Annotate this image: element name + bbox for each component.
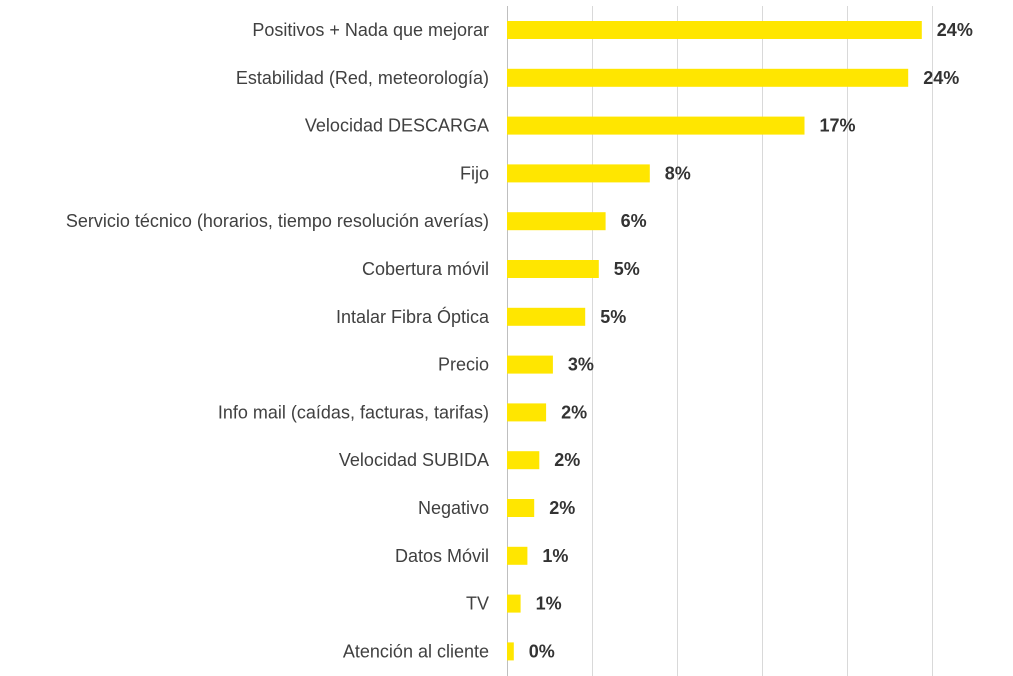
bar bbox=[507, 116, 805, 135]
data-label: 5% bbox=[600, 307, 626, 327]
data-label: 6% bbox=[621, 211, 647, 231]
bar bbox=[507, 307, 586, 326]
data-label: 8% bbox=[665, 163, 691, 183]
bar bbox=[507, 499, 535, 517]
category-label: Cobertura móvil bbox=[362, 259, 489, 279]
bar bbox=[507, 594, 521, 613]
category-label: Fijo bbox=[460, 163, 489, 183]
category-label: Intalar Fibra Óptica bbox=[336, 306, 490, 327]
data-label: 0% bbox=[529, 641, 555, 661]
category-label: Velocidad SUBIDA bbox=[339, 450, 489, 470]
data-label: 2% bbox=[561, 402, 587, 422]
category-label: Atención al cliente bbox=[343, 641, 489, 661]
category-label: Servicio técnico (horarios, tiempo resol… bbox=[66, 211, 489, 231]
bar bbox=[507, 212, 606, 231]
data-label: 17% bbox=[820, 116, 856, 136]
category-label: Info mail (caídas, facturas, tarifas) bbox=[218, 402, 489, 422]
data-label: 24% bbox=[923, 68, 959, 88]
data-label: 3% bbox=[568, 355, 594, 375]
data-label: 2% bbox=[549, 498, 575, 518]
category-label: Precio bbox=[438, 355, 489, 375]
category-label: TV bbox=[466, 594, 489, 614]
bar bbox=[507, 68, 909, 87]
data-label: 1% bbox=[542, 546, 568, 566]
bar bbox=[507, 21, 922, 39]
data-label: 5% bbox=[614, 259, 640, 279]
bar bbox=[507, 260, 599, 278]
bar bbox=[507, 642, 514, 661]
bar bbox=[507, 451, 540, 470]
bar bbox=[507, 164, 650, 183]
category-label: Datos Móvil bbox=[395, 546, 489, 566]
category-label: Velocidad DESCARGA bbox=[305, 116, 489, 136]
category-labels: Positivos + Nada que mejorar Estabilidad … bbox=[66, 20, 490, 661]
value-labels: 24% 24% 17% 8% 6% 5% 5% 3% 2% 2% 2% 1% 1% 0% bbox=[529, 20, 973, 661]
bar bbox=[507, 403, 547, 422]
data-label: 24% bbox=[937, 20, 973, 40]
gridlines bbox=[507, 6, 933, 676]
data-label: 2% bbox=[554, 450, 580, 470]
bar bbox=[507, 355, 553, 374]
category-label: Positivos + Nada que mejorar bbox=[252, 20, 489, 40]
category-label: Negativo bbox=[418, 498, 489, 518]
data-label: 1% bbox=[536, 594, 562, 614]
category-label: Estabilidad (Red, meteorología) bbox=[236, 68, 489, 88]
bar bbox=[507, 546, 528, 565]
bars bbox=[507, 21, 922, 661]
